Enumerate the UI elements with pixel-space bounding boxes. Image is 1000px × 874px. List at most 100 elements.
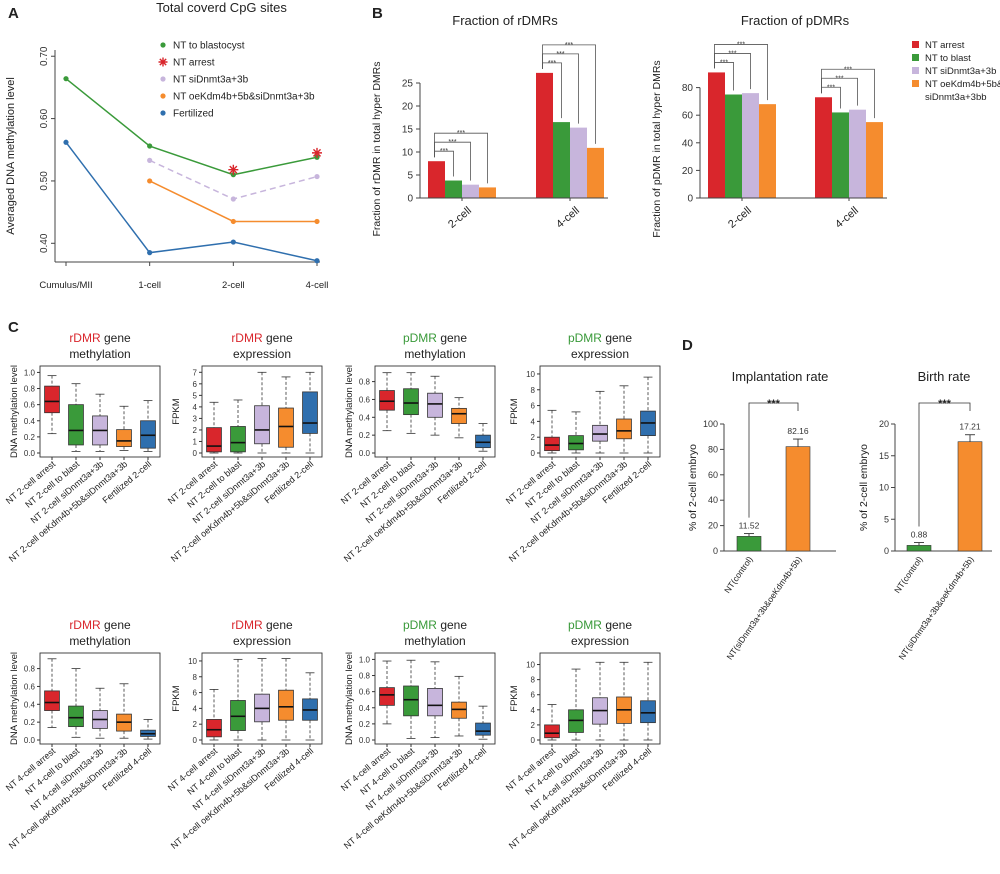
plot-title-keyword: rDMR <box>69 618 101 632</box>
significance-bracket <box>714 44 768 101</box>
y-tick-label: 0.8 <box>24 385 36 394</box>
legend-swatch <box>912 54 919 61</box>
data-point-star <box>312 147 322 158</box>
legend-label: NT oeKdm4b+5b&siDnmt3a+3b <box>173 92 315 103</box>
y-tick-label: 4 <box>193 704 198 713</box>
y-axis-label: Averaged DNA methylation level <box>5 77 17 235</box>
plot-title-line2: methylation <box>404 347 465 361</box>
bar <box>866 122 883 198</box>
plot-title: pDMR gene <box>403 618 467 632</box>
y-axis-label: Fraction of pDMR in total hyper DMRs <box>651 60 663 237</box>
bar <box>785 446 811 552</box>
box <box>379 687 395 706</box>
y-tick-label: 0.70 <box>39 46 50 66</box>
legend-marker <box>160 76 166 82</box>
y-tick-label: 6 <box>531 691 536 700</box>
y-tick-label: 5 <box>884 514 889 524</box>
box <box>68 404 84 446</box>
significance-label: *** <box>938 398 952 410</box>
plot-title-rest: gene <box>101 618 131 632</box>
y-axis-label: FPKM <box>171 398 182 424</box>
legend-label: NT siDnmt3a+3b <box>925 66 996 77</box>
significance-bracket <box>434 132 488 184</box>
significance-label: *** <box>565 42 573 49</box>
y-tick-label: 80 <box>708 444 718 454</box>
box <box>640 700 656 724</box>
significance-bracket <box>748 402 799 518</box>
y-tick-label: 0.0 <box>359 449 371 458</box>
box <box>140 420 156 449</box>
y-tick-label: 0 <box>193 736 198 745</box>
data-point <box>147 143 153 149</box>
bar <box>587 147 604 198</box>
y-axis-label: FPKM <box>509 685 520 711</box>
y-tick-label: 60 <box>708 470 718 480</box>
y-tick-label: 2 <box>193 426 198 435</box>
y-axis-label: % of 2-cell embryo <box>687 444 699 531</box>
panel-label-a: A <box>8 5 19 22</box>
box-plot-grid: rDMR gene methylation 0.0 0.2 0.4 0.6 0.8 1.0 DN… <box>4 331 661 851</box>
y-tick-label: 0 <box>687 194 693 205</box>
y-tick-label: 2 <box>531 433 536 442</box>
y-tick-label: 2 <box>193 720 198 729</box>
y-tick-label: 1 <box>193 437 198 446</box>
bar <box>570 127 587 198</box>
box <box>206 719 222 738</box>
y-tick-label: 0 <box>407 194 413 205</box>
bar <box>708 72 725 198</box>
plot-title-line2: methylation <box>69 634 130 648</box>
data-point <box>314 258 320 264</box>
y-tick-label: 4 <box>531 417 536 426</box>
bar <box>445 180 462 198</box>
legend-marker <box>158 57 168 67</box>
panel-label-d: D <box>682 337 693 354</box>
significance-bracket <box>821 68 875 119</box>
bar <box>736 536 762 552</box>
plot-title: pDMR gene <box>568 618 632 632</box>
y-tick-label: 7 <box>193 368 198 377</box>
box <box>403 388 419 416</box>
box <box>44 385 60 414</box>
y-tick-label: 0.6 <box>24 401 36 410</box>
bar <box>462 184 479 198</box>
y-tick-label: 20 <box>682 166 694 177</box>
y-tick-label: 3 <box>193 414 198 423</box>
box <box>451 407 467 424</box>
significance-label: *** <box>835 75 843 82</box>
panel-label-c: C <box>8 319 19 336</box>
plot-title-rest: gene <box>437 331 467 345</box>
legend-label: NT to blast <box>925 53 971 64</box>
y-tick-label: 0.2 <box>359 720 371 729</box>
data-point <box>63 139 69 145</box>
y-tick-label: 5 <box>407 171 413 182</box>
y-tick-label: 40 <box>682 138 694 149</box>
y-tick-label: 0.8 <box>24 665 36 674</box>
y-tick-label: 0.6 <box>359 688 371 697</box>
box <box>427 392 443 418</box>
plot-title-keyword: rDMR <box>231 331 263 345</box>
y-tick-label: 1.0 <box>359 655 371 664</box>
y-tick-label: 0.6 <box>24 682 36 691</box>
y-tick-label: 0.2 <box>24 718 36 727</box>
y-tick-label: 4 <box>531 706 536 715</box>
data-point <box>63 76 69 82</box>
plot-title-rest: gene <box>263 331 293 345</box>
plot-title-rest: gene <box>602 618 632 632</box>
plot-title-rest: gene <box>437 618 467 632</box>
y-tick-label: 6 <box>193 380 198 389</box>
x-tick-label: 4-cell <box>554 205 582 231</box>
box <box>379 390 395 411</box>
chart-title: Fraction of rDMRs <box>452 13 558 28</box>
y-tick-label: 5 <box>193 391 198 400</box>
x-tick-label: 1-cell <box>138 280 161 291</box>
y-tick-label: 8 <box>531 386 536 395</box>
pdmr-fraction-bar-chart: Fraction of pDMRs 0 20 40 60 80 Fraction of pD… <box>651 13 1000 238</box>
box <box>451 701 467 719</box>
box <box>302 391 318 434</box>
y-tick-label: 40 <box>708 495 718 505</box>
y-tick-label: 0.4 <box>24 417 36 426</box>
plot-title: rDMR gene <box>69 618 131 632</box>
bar <box>849 109 866 198</box>
